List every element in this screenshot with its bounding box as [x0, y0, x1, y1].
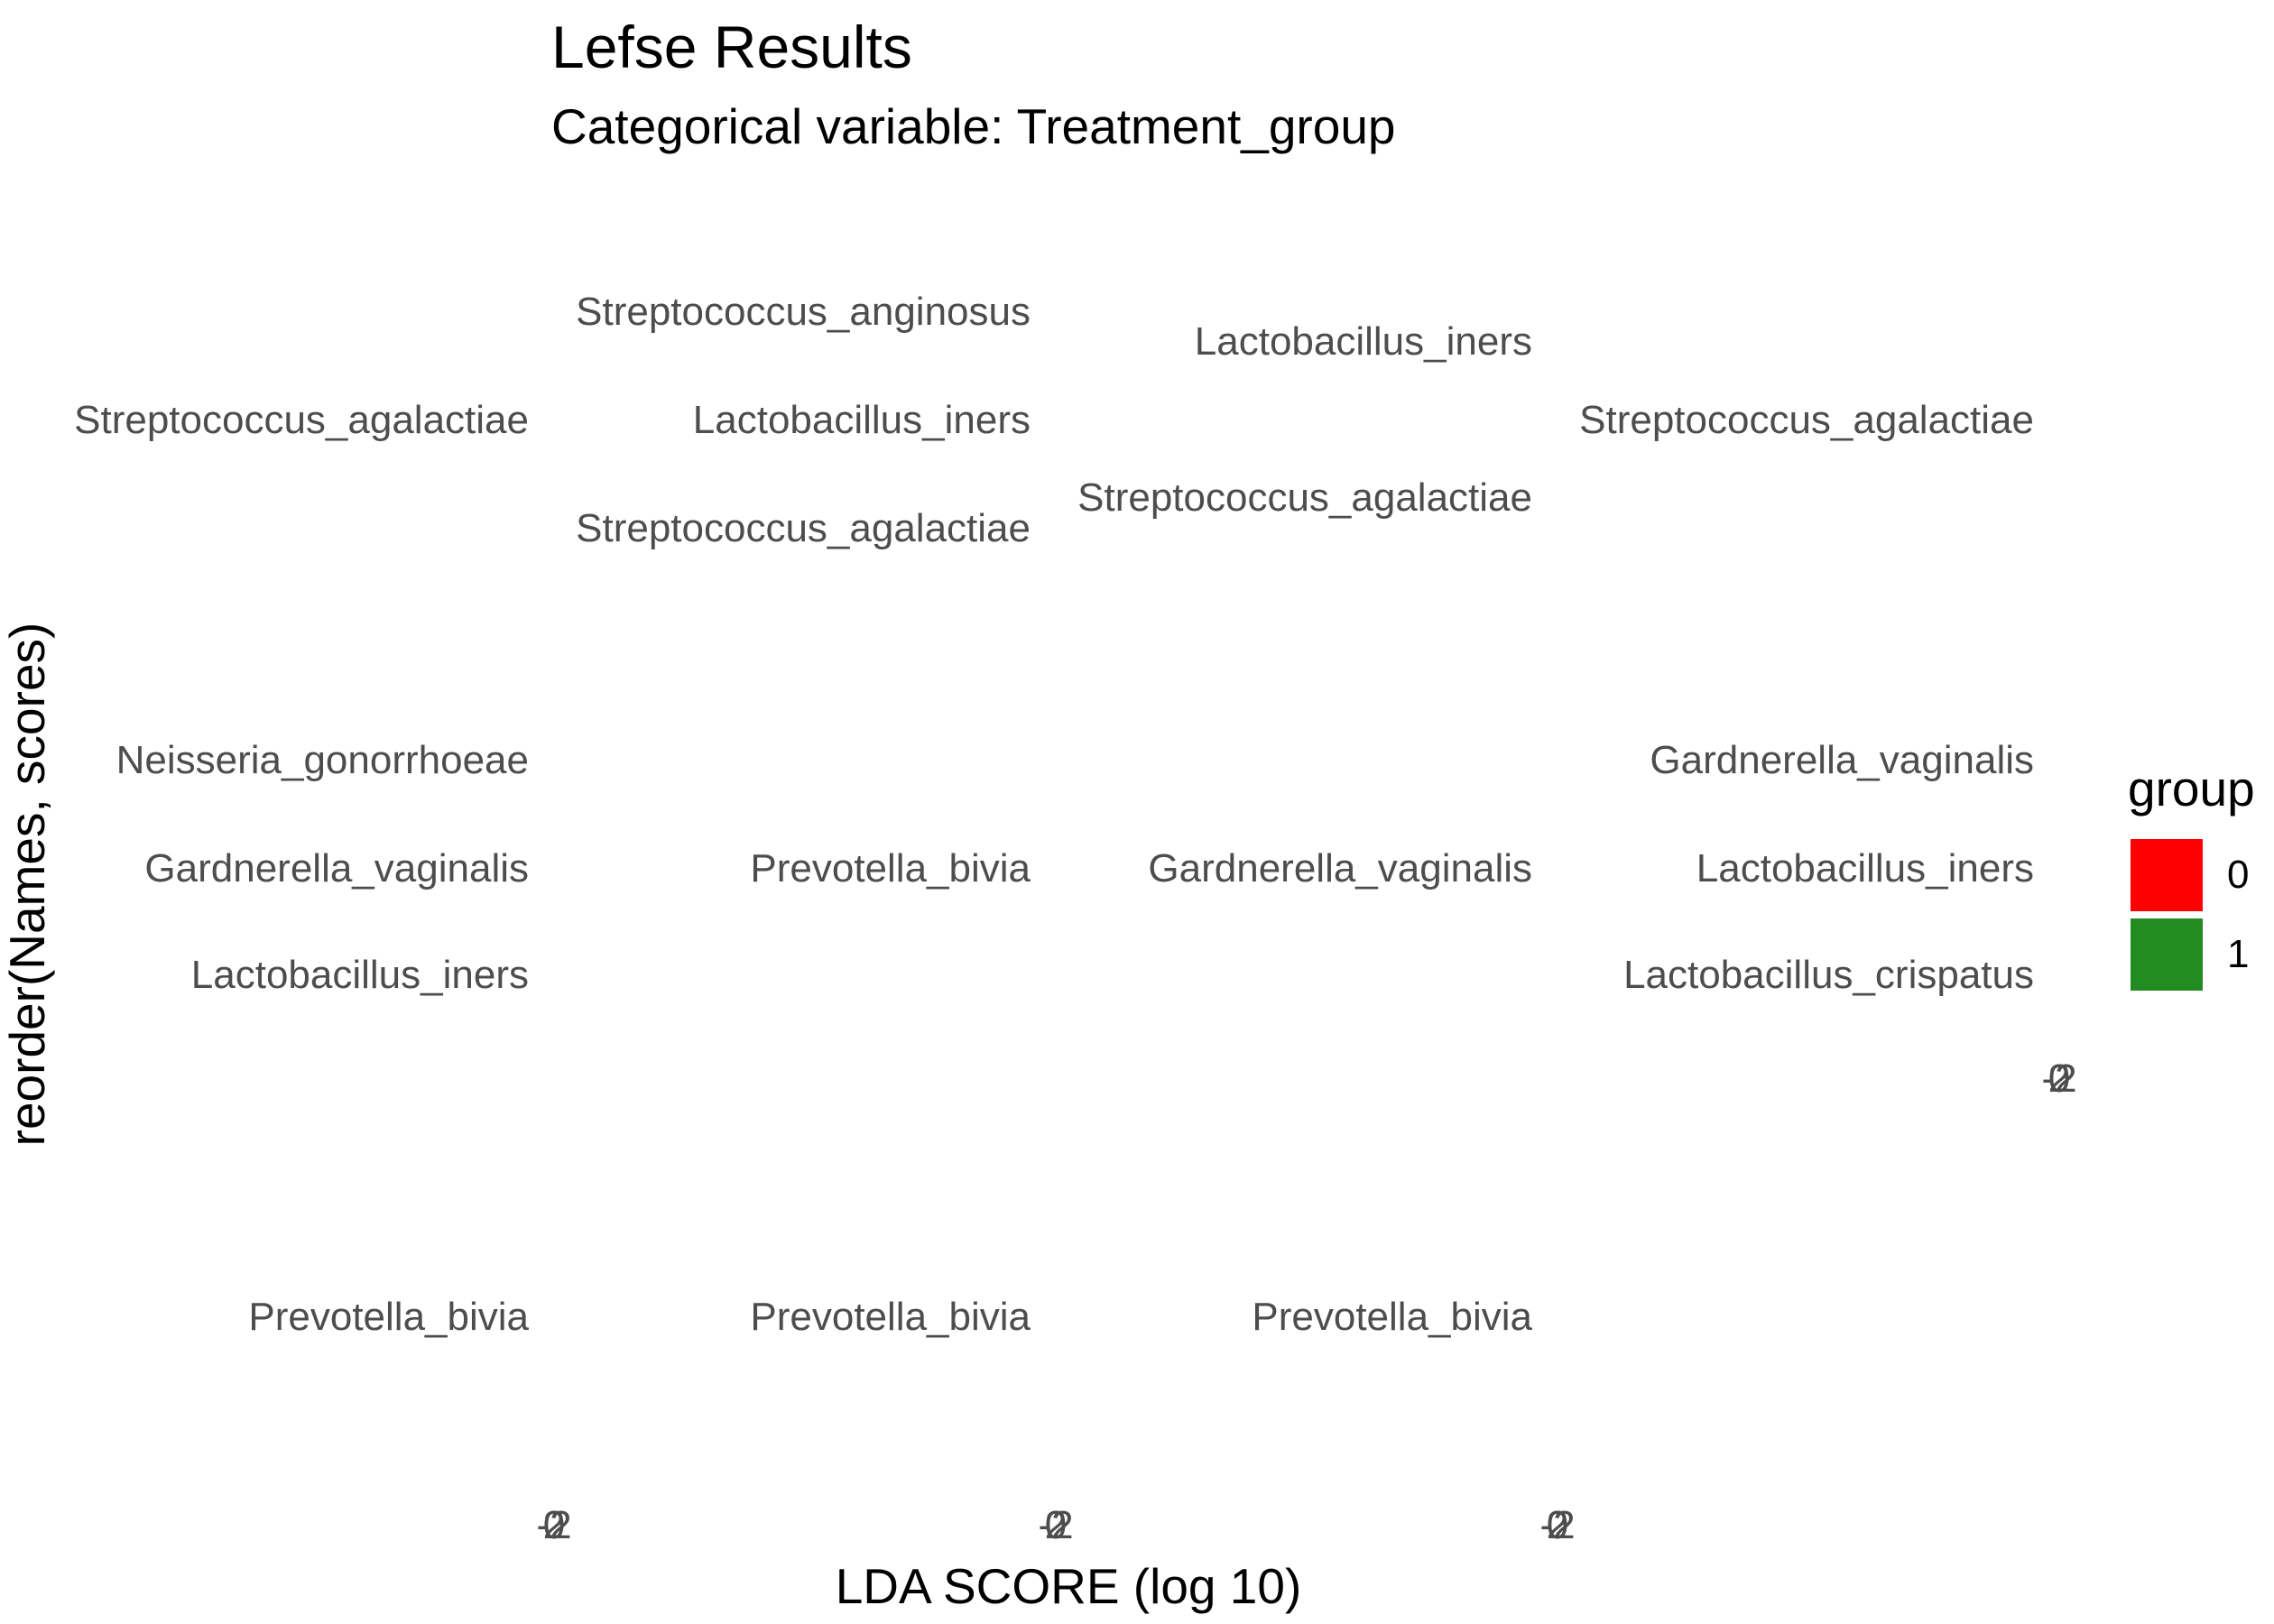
x-tick-label: 0 — [1547, 1503, 1568, 1547]
y-tick-label: Lactobacillus_crispatus — [1623, 953, 2034, 997]
x-tick-label: 2 — [543, 1503, 565, 1547]
legend-title: group — [2128, 761, 2255, 817]
x-tick-label: -2 — [1539, 1503, 1575, 1547]
y-axis-label: reorder(Names, scores) — [0, 622, 55, 1147]
y-tick-label: Streptococcus_agalactiae — [74, 398, 529, 442]
y-tick-label: Gardnerella_vaginalis — [1650, 738, 2034, 782]
y-tick-label: Prevotella_bivia — [248, 1295, 529, 1339]
x-axis-label: LDA SCORE (log 10) — [835, 1558, 1302, 1614]
x-tick-label: 0 — [1045, 1503, 1067, 1547]
x-tick-label: -2 — [536, 1503, 571, 1547]
y-tick-label: Streptococcus_agalactiae — [1077, 475, 1532, 520]
legend-label-group-0: 0 — [2227, 853, 2250, 897]
y-tick-label: Streptococcus_agalactiae — [1579, 398, 2034, 442]
legend-label-group-1: 1 — [2227, 932, 2250, 976]
y-tick-label: Streptococcus_anginosus — [576, 290, 1031, 334]
y-tick-label: Lactobacillus_iners — [1195, 319, 1532, 364]
y-tick-label: Gardnerella_vaginalis — [144, 846, 529, 890]
x-tick-label: 0 — [543, 1503, 565, 1547]
chart-subtitle: Categorical variable: Treatment_group — [551, 98, 1396, 154]
x-tick-label: -2 — [2041, 1057, 2076, 1101]
legend-key-group-1 — [2131, 918, 2203, 991]
y-tick-label: Lactobacillus_iners — [693, 398, 1031, 442]
y-tick-label: Lactobacillus_iners — [191, 953, 529, 997]
y-tick-label: Prevotella_bivia — [750, 1295, 1031, 1339]
y-tick-label: Neisseria_gonorrhoeae — [116, 738, 529, 782]
y-tick-label: Lactobacillus_iners — [1696, 846, 2034, 890]
y-tick-label: Prevotella_bivia — [1252, 1295, 1532, 1339]
x-tick-label: -2 — [1038, 1503, 1073, 1547]
y-tick-label: Gardnerella_vaginalis — [1148, 846, 1532, 890]
y-tick-label: Prevotella_bivia — [750, 846, 1031, 890]
chart-title: Lefse Results — [551, 14, 912, 80]
x-tick-label: 2 — [2048, 1057, 2070, 1101]
legend-key-group-0 — [2131, 839, 2203, 911]
x-tick-label: 2 — [1547, 1503, 1568, 1547]
y-tick-label: Streptococcus_agalactiae — [576, 506, 1031, 550]
x-tick-label: 2 — [1045, 1503, 1067, 1547]
x-tick-label: 0 — [2048, 1057, 2070, 1101]
